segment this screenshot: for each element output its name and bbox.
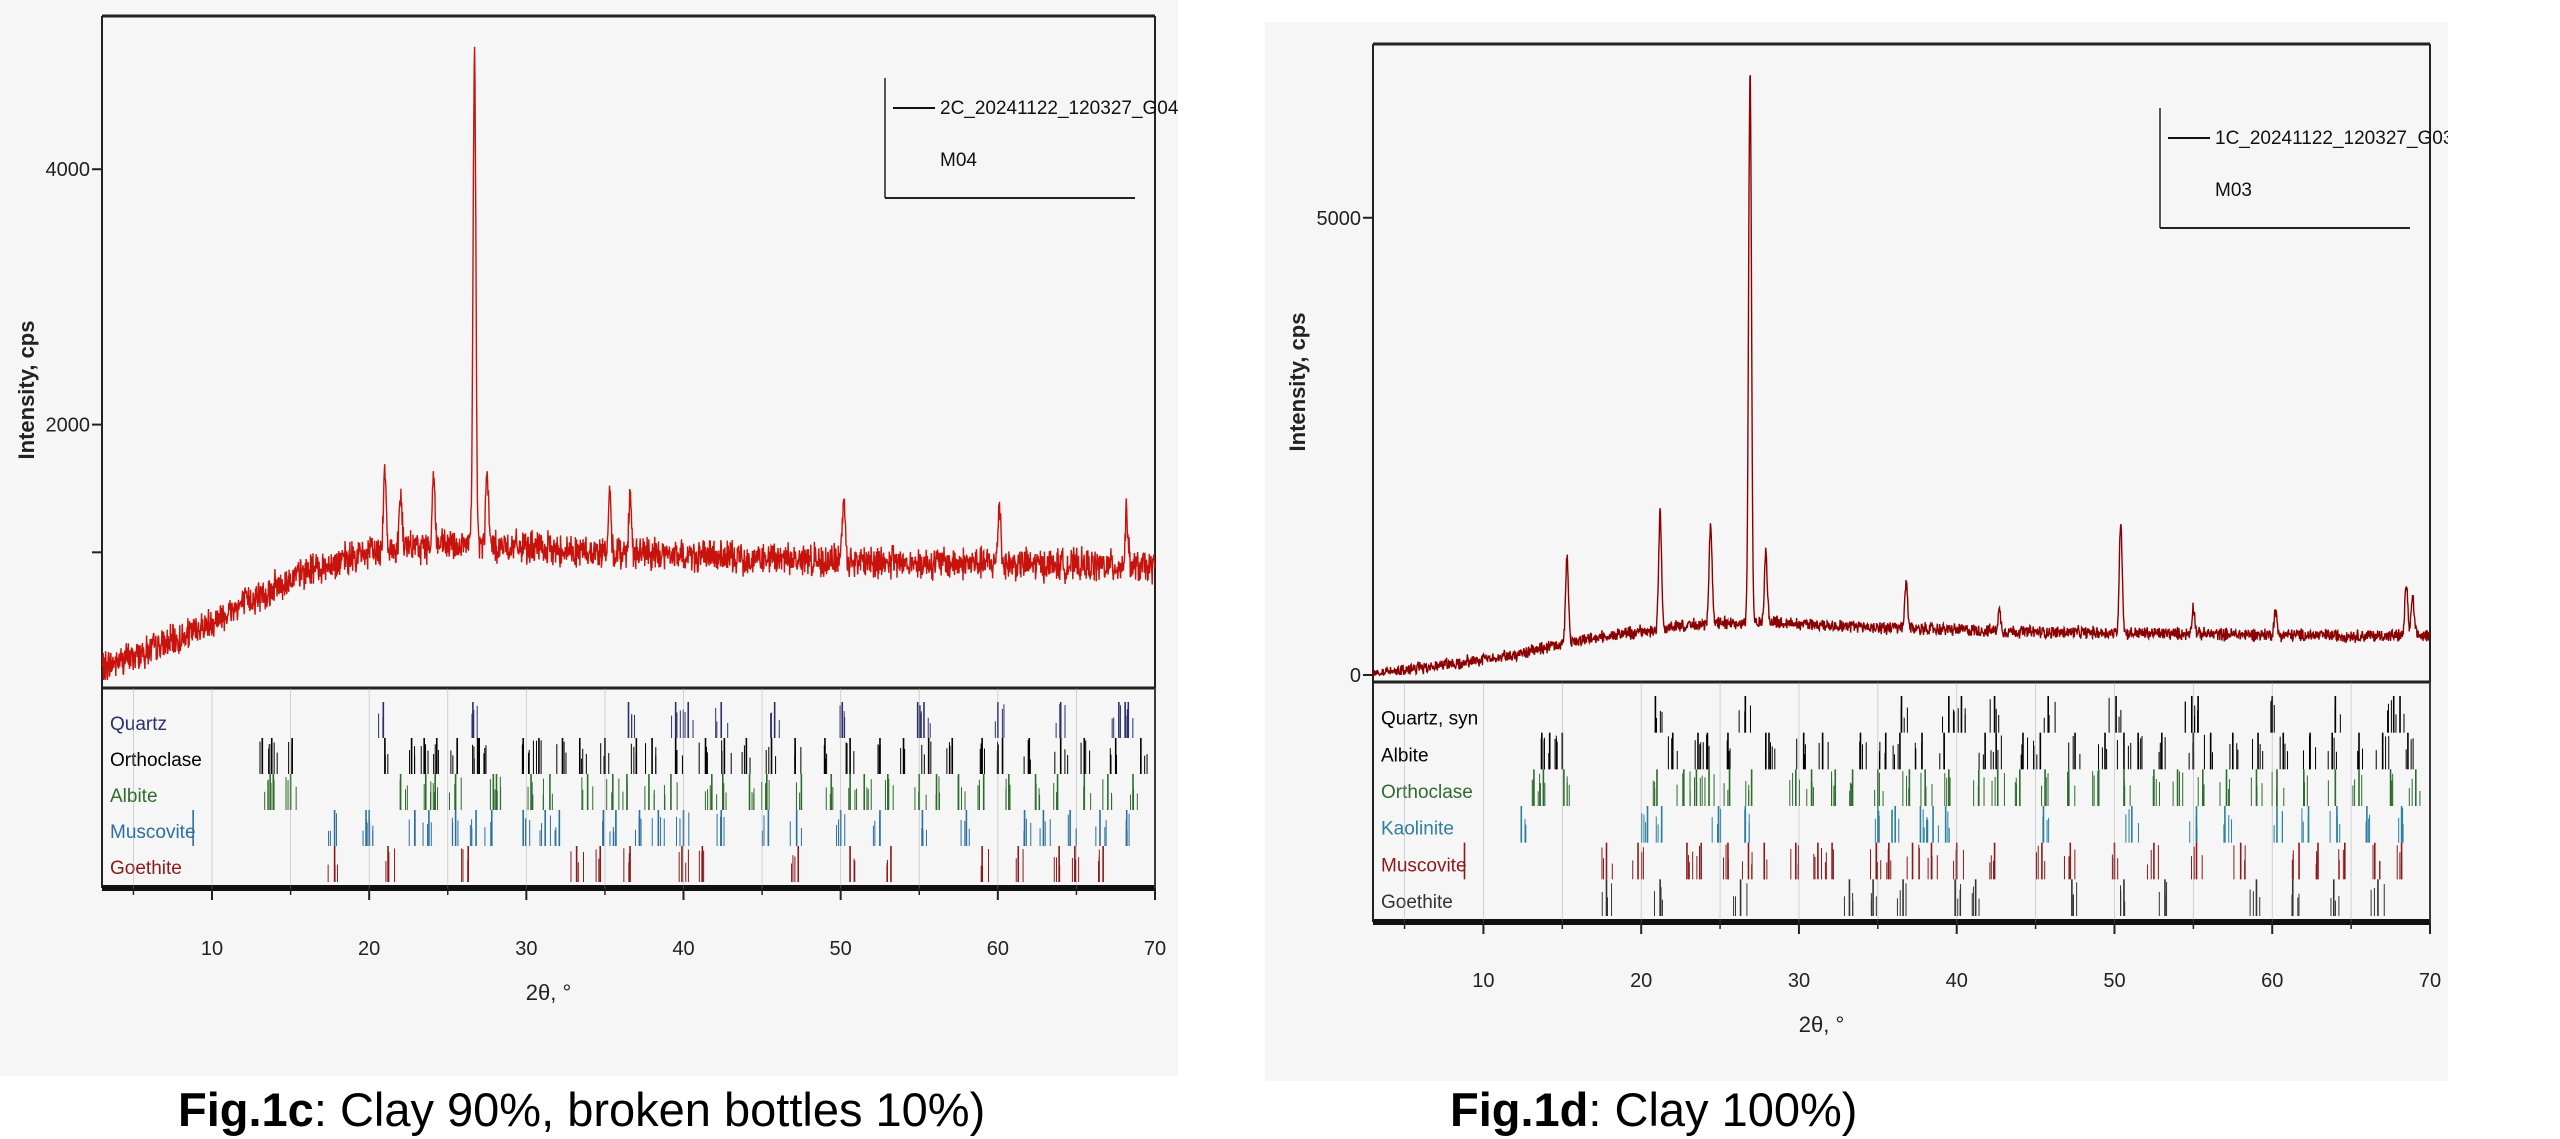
x-tick-label: 30 <box>1788 970 1810 992</box>
x-tick-label: 50 <box>830 938 852 960</box>
legend-series-name-line1: 2C_20241122_120327_G04_S04_ <box>940 98 1178 119</box>
diffraction-series-line <box>101 46 1156 681</box>
figure-1c-caption: Fig.1c: Clay 90%, broken bottles 10%) <box>178 1082 985 1137</box>
x-tick-label: 60 <box>987 938 1009 960</box>
figure-1c-panel: 4000 2000 Intensity, cps 2C_20241122_120327… <box>0 0 1178 1076</box>
phase-name-label: Muscovite <box>110 822 196 843</box>
y-tick-label: 0 <box>1350 665 1361 687</box>
phase-name-label: Quartz, syn <box>1381 709 1478 730</box>
figure-1d-caption-label: Fig.1d <box>1450 1083 1589 1136</box>
x-axis-label: 2θ, ° <box>1799 1012 1845 1037</box>
y-tick-label: 2000 <box>46 415 91 437</box>
x-tick-label: 40 <box>1946 970 1968 992</box>
y-axis-label: Intensity, cps <box>1285 313 1310 452</box>
legend-series-name-line1: 1C_20241122_120327_G03_S03_ <box>2215 128 2448 149</box>
x-tick-label: 10 <box>1472 970 1494 992</box>
phase-name-label: Orthoclase <box>1381 782 1473 803</box>
phase-name-label: Goethite <box>110 858 182 879</box>
x-tick-label: 20 <box>1630 970 1652 992</box>
x-tick-label: 50 <box>2103 970 2125 992</box>
phase-name-label: Quartz <box>110 714 167 735</box>
x-tick-label: 70 <box>2419 970 2441 992</box>
legend-series-name-line2: M04 <box>940 150 977 171</box>
x-tick-label: 30 <box>515 938 537 960</box>
diffraction-series-line <box>1372 74 2431 677</box>
y-tick-label: 5000 <box>1317 208 1362 230</box>
x-tick-label: 40 <box>672 938 694 960</box>
y-axis-label: Intensity, cps <box>14 321 39 460</box>
figure-1d-caption: Fig.1d: Clay 100%) <box>1450 1082 1857 1137</box>
x-tick-label: 60 <box>2261 970 2283 992</box>
figure-1c-caption-label: Fig.1c <box>178 1083 314 1136</box>
x-tick-label: 20 <box>358 938 380 960</box>
x-axis-label: 2θ, ° <box>526 980 572 1005</box>
phase-name-label: Orthoclase <box>110 750 202 771</box>
xrd-chart-1c: 4000 2000 Intensity, cps 2C_20241122_120327… <box>14 14 1178 1005</box>
phase-name-label: Kaolinite <box>1381 819 1454 840</box>
xrd-chart-1d: 5000 0 Intensity, cps 1C_20241122_120327_G0… <box>1285 42 2448 1037</box>
legend-series-name-line2: M03 <box>2215 180 2252 201</box>
phase-name-label: Muscovite <box>1381 855 1467 876</box>
figure-1d-panel: 5000 0 Intensity, cps 1C_20241122_120327_G0… <box>1265 22 2448 1081</box>
figure-1d-caption-text: : Clay 100%) <box>1588 1083 1858 1136</box>
x-tick-label: 10 <box>201 938 223 960</box>
figure-1c-caption-text: : Clay 90%, broken bottles 10%) <box>313 1083 986 1136</box>
y-tick-label: 4000 <box>46 159 91 181</box>
x-tick-label: 70 <box>1144 938 1166 960</box>
phase-name-label: Goethite <box>1381 892 1453 913</box>
